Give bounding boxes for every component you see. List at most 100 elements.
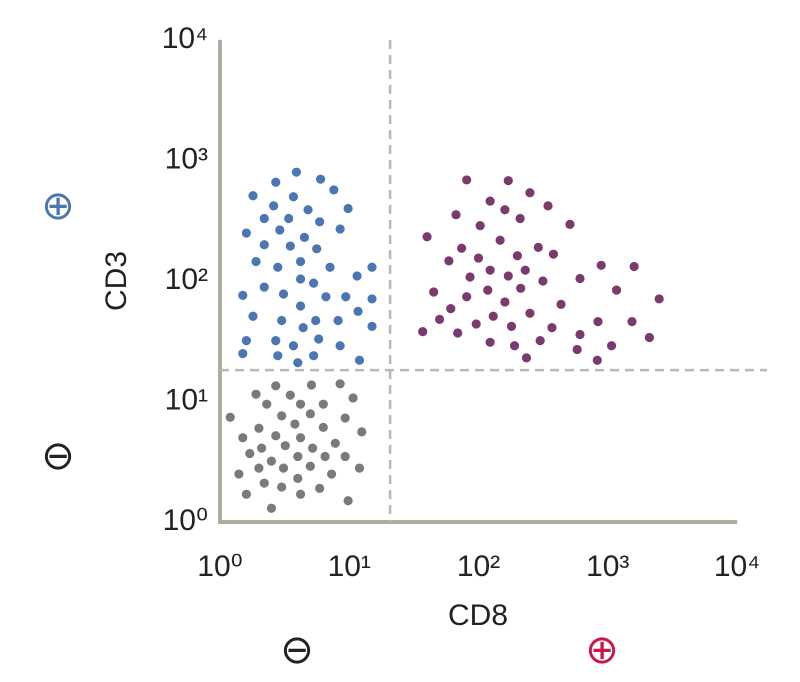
point — [280, 441, 290, 451]
y-axis-title: CD3 — [100, 251, 133, 311]
point — [500, 205, 510, 215]
point — [446, 304, 456, 314]
point — [284, 213, 294, 224]
point — [483, 285, 493, 295]
point — [295, 274, 306, 284]
point — [277, 482, 287, 492]
point — [259, 282, 269, 292]
point — [288, 341, 299, 351]
point — [288, 192, 299, 202]
y-tick-label: 10⁰ — [163, 504, 208, 537]
point — [533, 242, 543, 253]
point — [259, 213, 269, 224]
point — [525, 308, 535, 318]
point — [572, 344, 582, 355]
point — [277, 411, 287, 421]
point — [535, 336, 545, 346]
x-tick-label: 10³ — [586, 550, 629, 583]
point — [335, 341, 345, 351]
point — [321, 292, 331, 302]
point — [238, 290, 248, 300]
point — [315, 483, 325, 494]
point — [295, 399, 306, 409]
point — [465, 272, 475, 282]
point — [254, 423, 264, 433]
point — [335, 379, 345, 389]
point — [340, 413, 350, 423]
y-tick-label: 10¹ — [165, 383, 208, 416]
point — [241, 228, 251, 238]
point — [593, 317, 603, 327]
point — [500, 297, 510, 307]
point — [238, 433, 248, 443]
x-tick-label: 10⁰ — [197, 550, 242, 583]
point — [291, 167, 301, 177]
point — [330, 438, 340, 448]
point — [473, 253, 484, 263]
point — [548, 249, 559, 259]
point — [488, 311, 498, 321]
point — [262, 399, 272, 409]
sign-symbol: ⊕ — [585, 627, 619, 673]
point — [238, 348, 248, 359]
point — [606, 341, 617, 351]
point — [575, 273, 585, 284]
sign-symbol: ⊖ — [280, 627, 314, 673]
point — [299, 232, 310, 243]
point — [335, 224, 345, 234]
point — [271, 336, 281, 346]
point — [525, 188, 535, 198]
point — [654, 294, 664, 304]
point — [293, 473, 303, 484]
point — [293, 358, 303, 368]
point — [462, 292, 472, 302]
point — [520, 265, 530, 275]
point — [251, 256, 261, 267]
point — [596, 260, 606, 270]
point — [312, 244, 322, 254]
point — [354, 355, 365, 365]
point — [311, 315, 321, 326]
point — [277, 315, 287, 326]
point — [495, 235, 505, 245]
point — [538, 276, 548, 286]
point — [290, 419, 300, 429]
point — [241, 336, 251, 346]
point — [512, 251, 523, 261]
point — [307, 443, 318, 453]
point — [234, 469, 244, 479]
point — [314, 334, 324, 344]
point — [248, 311, 258, 321]
point — [315, 217, 325, 227]
point — [305, 461, 315, 471]
point — [422, 232, 432, 242]
point — [295, 256, 306, 267]
y-tick-label: 10² — [165, 263, 208, 296]
point — [611, 285, 622, 295]
point — [257, 443, 267, 453]
point — [543, 201, 553, 211]
point — [320, 451, 330, 462]
point — [444, 256, 454, 266]
x-tick-label: 10² — [457, 550, 500, 583]
point — [275, 225, 285, 235]
sign-symbol: ⊕ — [41, 183, 75, 229]
point — [318, 399, 328, 409]
point — [565, 219, 575, 229]
point — [325, 262, 335, 272]
point — [269, 201, 279, 211]
point — [295, 433, 306, 443]
point — [295, 489, 306, 499]
point — [295, 301, 306, 311]
point — [475, 221, 485, 231]
point — [340, 451, 350, 462]
x-tick-label: 10¹ — [328, 550, 371, 583]
point — [644, 332, 654, 343]
point — [259, 240, 269, 250]
point — [248, 191, 258, 201]
point — [278, 289, 289, 299]
sign-symbol: ⊖ — [41, 433, 75, 479]
point — [471, 319, 481, 329]
point — [271, 431, 281, 441]
point — [353, 306, 363, 316]
